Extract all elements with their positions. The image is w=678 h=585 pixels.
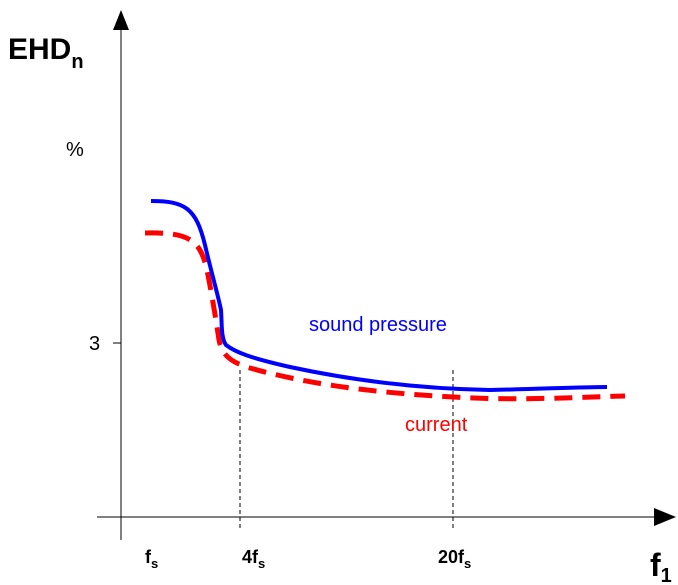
x-tick-20fs: 20fs: [438, 547, 471, 571]
x-axis-title: f1: [650, 547, 672, 585]
x-axis-title-main: f: [650, 547, 661, 583]
y-unit-label: %: [66, 139, 84, 161]
x-tick-4fs-main: 4f: [242, 547, 259, 567]
x-tick-4fs: 4fs: [242, 547, 265, 571]
y-axis-title: EHDn: [8, 33, 84, 73]
x-axis-arrow: [654, 508, 676, 526]
y-tick-label: 3: [89, 333, 100, 355]
x-tick-20fs-main: 20f: [438, 547, 465, 567]
sound-pressure-curve: [150, 199, 608, 393]
x-axis-title-sub: 1: [661, 565, 672, 585]
current-label: current: [405, 414, 468, 436]
guide-lines: [239, 370, 454, 530]
x-tick-4fs-sub: s: [258, 556, 265, 571]
sound-pressure-label: sound pressure: [309, 314, 447, 336]
x-tick-fs-sub: s: [151, 556, 158, 571]
y-axis-title-sub: n: [71, 51, 83, 73]
x-tick-fs-main: f: [145, 547, 152, 567]
y-axis-arrow: [113, 10, 129, 30]
y-axis-title-main: EHD: [8, 33, 71, 66]
x-tick-20fs-sub: s: [464, 556, 471, 571]
x-tick-fs: fs: [145, 547, 158, 571]
current-curve: [144, 230, 626, 402]
axes: [97, 10, 676, 540]
